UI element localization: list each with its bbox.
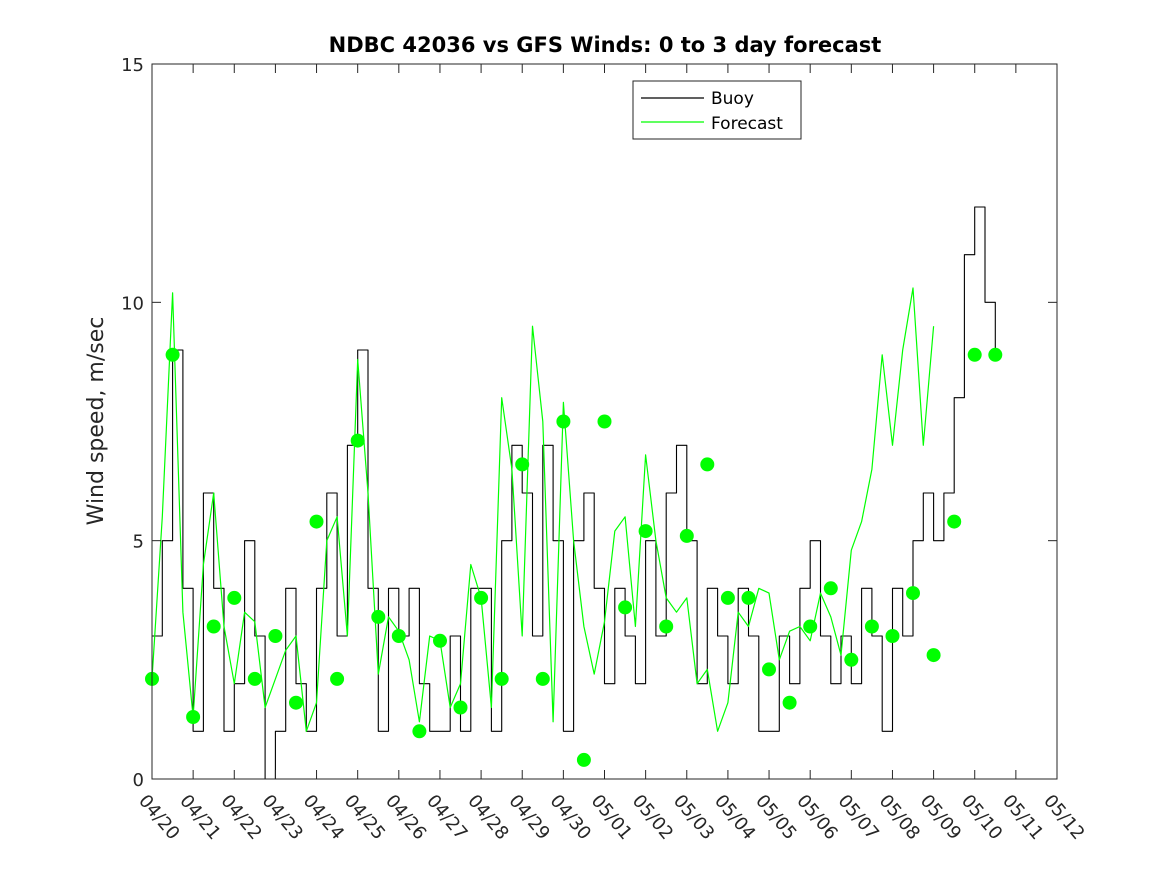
forecast-marker — [186, 710, 201, 724]
forecast-marker — [165, 347, 180, 362]
x-tick-label: 04/27 — [422, 791, 471, 844]
y-axis-label: Wind speed, m/sec — [84, 317, 109, 526]
forecast-marker — [227, 590, 242, 605]
x-tick-label: 05/07 — [833, 791, 882, 844]
x-tick-label: 05/02 — [628, 791, 677, 844]
y-tick-label: 10 — [121, 293, 144, 314]
forecast-marker — [762, 662, 776, 677]
x-tick-label: 04/23 — [258, 791, 307, 844]
forecast-marker — [412, 724, 427, 739]
forecast-marker — [556, 414, 571, 429]
legend-label-forecast: Forecast — [711, 114, 783, 134]
forecast-marker — [638, 524, 653, 539]
forecast-marker — [206, 619, 221, 634]
forecast-marker — [247, 671, 262, 686]
forecast-marker — [576, 752, 591, 767]
forecast-marker — [350, 433, 365, 448]
forecast-marker — [947, 514, 962, 529]
forecast-marker — [967, 347, 982, 362]
x-tick-label: 05/06 — [792, 791, 841, 844]
legend-box — [632, 80, 802, 140]
x-tick-label: 04/25 — [340, 791, 389, 844]
forecast-marker — [371, 609, 386, 624]
forecast-marker — [782, 695, 797, 710]
forecast-marker — [659, 619, 674, 634]
x-tick-label: 05/10 — [957, 791, 1006, 844]
x-tick-label: 04/26 — [381, 791, 430, 844]
x-tick-label: 05/12 — [1039, 791, 1088, 844]
forecast-marker — [391, 629, 406, 643]
forecast-marker — [618, 600, 633, 615]
legend-label-buoy: Buoy — [711, 89, 754, 109]
forecast-marker — [700, 457, 715, 472]
forecast-marker — [864, 619, 879, 634]
forecast-marker — [535, 671, 550, 686]
plot-frame — [151, 63, 1058, 780]
forecast-marker — [720, 590, 735, 605]
series-line-forecast — [151, 287, 935, 732]
x-tick-label: 04/29 — [504, 791, 553, 844]
y-tick-label: 0 — [133, 770, 144, 791]
forecast-marker — [906, 586, 920, 601]
x-tick-label: 05/09 — [916, 791, 965, 844]
forecast-marker — [823, 581, 838, 596]
x-tick-label: 04/28 — [463, 791, 512, 844]
forecast-marker — [679, 528, 694, 543]
x-tick-label: 04/24 — [299, 791, 348, 844]
x-tick-label: 04/20 — [134, 791, 183, 844]
x-tick-label: 05/11 — [998, 791, 1047, 844]
x-tick-label: 04/30 — [546, 791, 595, 844]
x-tick-label: 05/04 — [710, 791, 759, 844]
forecast-marker — [515, 457, 530, 472]
forecast-marker — [741, 590, 756, 605]
forecast-marker — [289, 695, 303, 710]
forecast-marker — [844, 652, 859, 667]
forecast-marker — [433, 633, 447, 648]
x-tick-label: 05/03 — [669, 791, 718, 844]
forecast-marker — [803, 619, 818, 634]
forecast-marker — [885, 629, 900, 643]
x-tick-label: 05/05 — [751, 791, 800, 844]
forecast-marker — [474, 590, 489, 605]
x-tick-label: 05/08 — [875, 791, 924, 844]
forecast-marker — [268, 629, 283, 643]
chart-title: NDBC 42036 vs GFS Winds: 0 to 3 day fore… — [329, 33, 882, 57]
forecast-marker — [453, 700, 468, 715]
forecast-marker — [309, 514, 324, 529]
x-tick-label: 05/01 — [587, 791, 636, 844]
series-line-buoy — [152, 206, 996, 780]
forecast-marker — [597, 414, 612, 429]
forecast-marker — [926, 648, 941, 663]
forecast-marker — [494, 671, 509, 686]
x-tick-label: 04/21 — [175, 791, 224, 844]
forecast-marker — [330, 671, 345, 686]
forecast-marker — [988, 347, 1003, 362]
y-tick-label: 5 — [133, 532, 144, 553]
y-tick-label: 15 — [121, 55, 144, 76]
x-tick-label: 04/22 — [216, 791, 265, 844]
y-axis-label-group: Wind speed, m/sec — [84, 317, 109, 526]
legend: Buoy Forecast — [632, 80, 802, 140]
